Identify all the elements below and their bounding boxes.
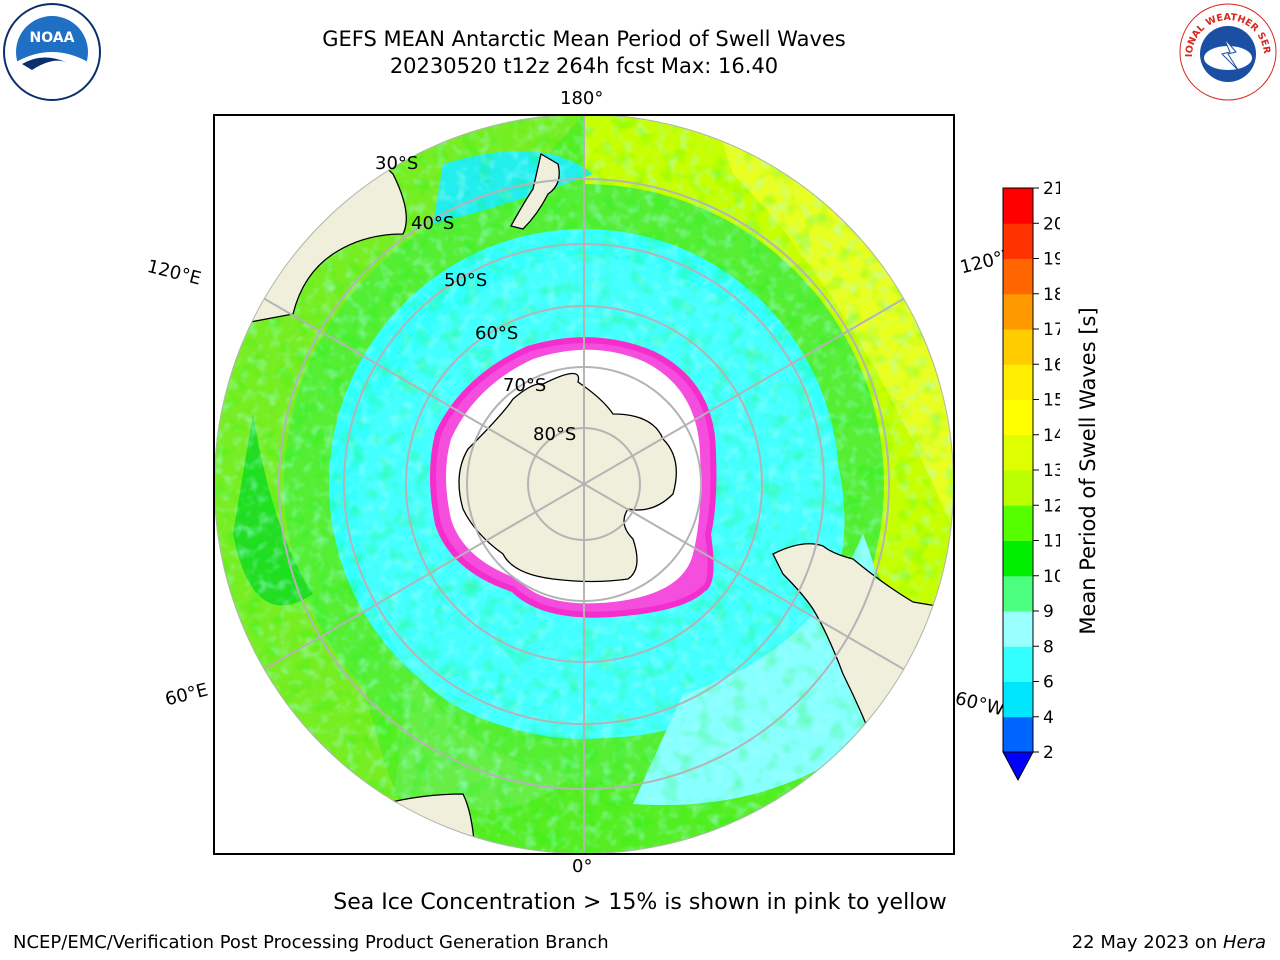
colorbar-level-2 xyxy=(1003,646,1033,682)
colorbar-level-5 xyxy=(1003,540,1033,577)
colorbar-tick-label: 11 xyxy=(1043,532,1060,552)
lon-label-180: 180° xyxy=(560,88,604,109)
colorbar-level-6 xyxy=(1003,505,1033,541)
colorbar-tick-label: 15 xyxy=(1043,391,1060,411)
latitude-labels: 30°S 40°S 50°S 60°S 70°S 80°S xyxy=(375,153,576,445)
footer-date: 22 May 2023 on Hera xyxy=(1072,932,1266,953)
colorbar-level-9 xyxy=(1003,399,1033,436)
colorbar-level-12 xyxy=(1003,293,1033,330)
colorbar-tick-label: 20 xyxy=(1043,214,1060,234)
graticule xyxy=(214,114,954,854)
colorbar-tick-label: 9 xyxy=(1043,602,1054,622)
lat-label-80s: 80°S xyxy=(533,424,576,445)
colorbar-level-10 xyxy=(1003,364,1033,400)
colorbar-level-14 xyxy=(1003,223,1033,259)
lon-label-120e: 120°E xyxy=(144,256,204,290)
colorbar-level-8 xyxy=(1003,434,1033,471)
colorbar-under-triangle xyxy=(1002,751,1034,782)
colorbar-tick-label: 4 xyxy=(1043,708,1054,728)
noaa-logo: NOAA xyxy=(3,3,101,101)
colorbar-tick-label: 13 xyxy=(1043,461,1060,481)
colorbar-level-0 xyxy=(1003,716,1033,753)
noaa-logo-text: NOAA xyxy=(30,30,75,46)
colorbar-level-11 xyxy=(1003,329,1033,365)
colorbar-tick-label: 16 xyxy=(1043,355,1060,375)
lat-label-40s: 40°S xyxy=(411,213,454,234)
lat-label-50s: 50°S xyxy=(444,270,487,291)
colorbar: 2 4 6 8 9 10 11 12 13 14 15 16 17 18 19 20 21 xyxy=(1002,180,1060,782)
nws-logo: NATIONAL WEATHER SERVICE xyxy=(1178,2,1277,101)
colorbar-tick-label: 6 xyxy=(1043,673,1054,693)
sea-ice-note: Sea Ice Concentration > 15% is shown in … xyxy=(333,890,947,915)
colorbar-level-7 xyxy=(1003,470,1033,506)
lon-label-0: 0° xyxy=(572,856,593,877)
colorbar-level-4 xyxy=(1003,575,1033,612)
lat-label-30s: 30°S xyxy=(375,153,418,174)
chart-subtitle: 20230520 t12z 264h fcst Max: 16.40 xyxy=(389,54,779,78)
lon-label-60e: 60°E xyxy=(163,679,211,711)
colorbar-level-13 xyxy=(1003,258,1033,295)
colorbar-tick-label: 19 xyxy=(1043,250,1060,270)
polar-map: 30°S 40°S 50°S 60°S 70°S 80°S xyxy=(213,114,955,855)
colorbar-level-3 xyxy=(1003,611,1033,647)
footer-date-text: 22 May 2023 on xyxy=(1071,932,1223,953)
antarctica xyxy=(458,372,677,583)
colorbar-level-15 xyxy=(1003,188,1033,224)
colorbar-tick-label: 2 xyxy=(1043,743,1054,763)
credit-line: NCEP/EMC/Verification Post Processing Pr… xyxy=(13,932,609,953)
colorbar-tick-label: 14 xyxy=(1043,426,1060,446)
colorbar-level-1 xyxy=(1003,681,1033,718)
chart-title: GEFS MEAN Antarctic Mean Period of Swell… xyxy=(322,27,846,51)
colorbar-label: Mean Period of Swell Waves [s] xyxy=(1076,307,1100,635)
lat-label-60s: 60°S xyxy=(475,323,518,344)
footer-machine: Hera xyxy=(1222,932,1266,953)
colorbar-tick-label: 8 xyxy=(1043,637,1054,657)
lat-label-70s: 70°S xyxy=(503,375,546,396)
colorbar-tick-label: 21 xyxy=(1043,180,1060,199)
colorbar-tick-label: 10 xyxy=(1043,567,1060,587)
colorbar-tick-label: 12 xyxy=(1043,496,1060,516)
colorbar-tick-label: 17 xyxy=(1043,320,1060,340)
colorbar-tick-label: 18 xyxy=(1043,285,1060,305)
